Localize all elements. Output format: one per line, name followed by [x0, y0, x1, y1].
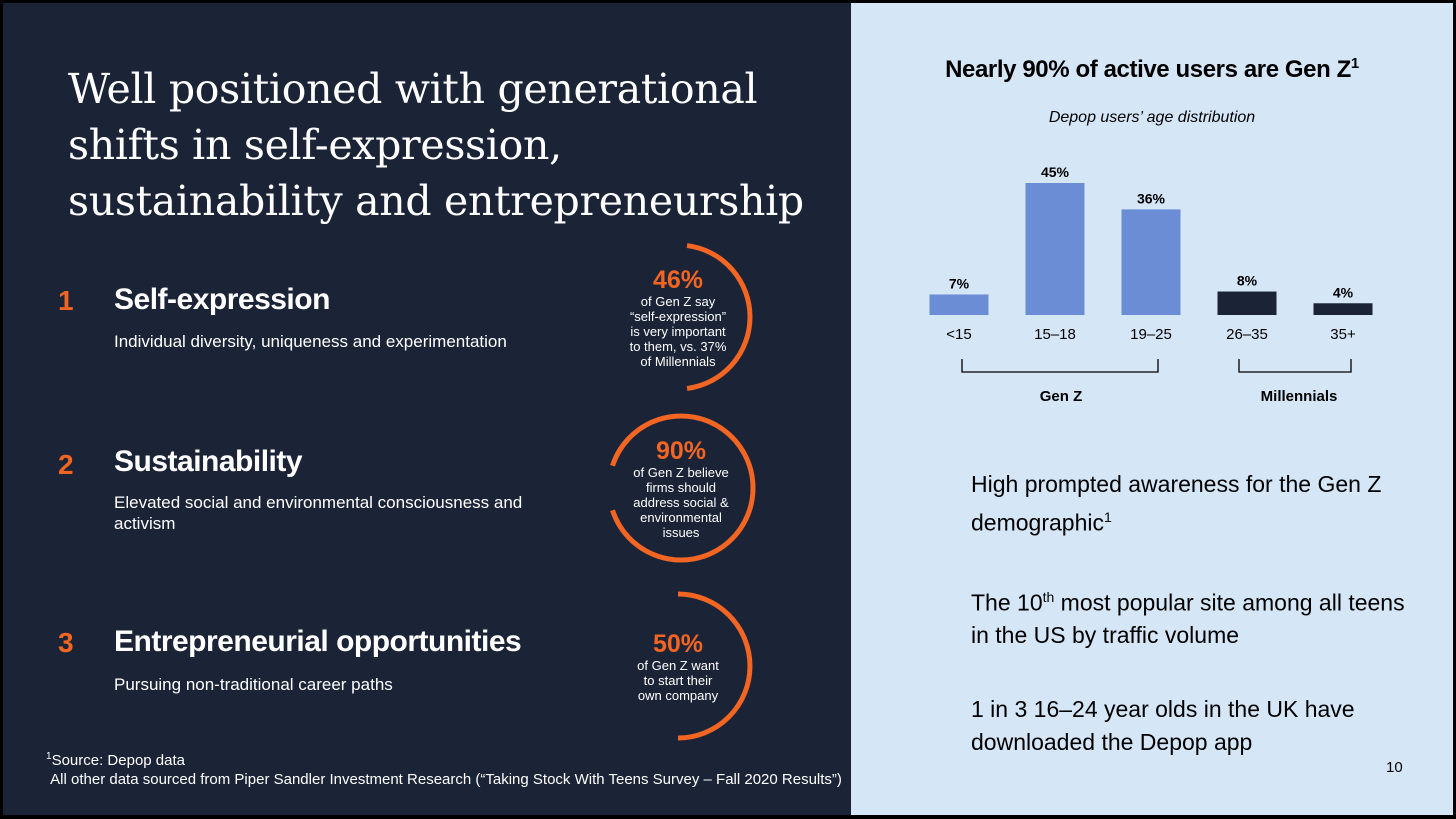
- bar-2: [1121, 209, 1181, 315]
- ring-arc: [610, 413, 756, 563]
- footnote: 1Source: Depop data All other data sourc…: [46, 747, 846, 789]
- ring-arc: [677, 591, 753, 741]
- stats-list: High prompted awareness for the Gen Z de…: [971, 468, 1411, 800]
- category-label: 26–35: [1226, 326, 1268, 343]
- page-number: 10: [1386, 759, 1403, 776]
- group-label: Millennials: [1261, 388, 1338, 405]
- item-heading-entrepreneurial: Entrepreneurial opportunities: [114, 625, 522, 658]
- right-panel: Nearly 90% of active users are Gen Z1 De…: [851, 3, 1453, 815]
- category-label: 35+: [1330, 326, 1356, 343]
- bar-value-label: 8%: [1237, 273, 1258, 289]
- item-desc-sustainability: Elevated social and environmental consci…: [114, 493, 523, 533]
- ring-arc-icon: [677, 591, 753, 741]
- ring-percent: 50%: [652, 629, 704, 658]
- item-number-1: 1: [58, 285, 74, 316]
- item-heading-self-expression: Self-expression: [114, 283, 330, 316]
- age-distribution-chart: 7% <15 45% 15–18 36% 19–25 8% 26–35 4% 35+ Gen Z Mi…: [929, 164, 1373, 405]
- ring-arc-icon: [610, 413, 756, 563]
- bar-value-label: 4%: [1333, 284, 1354, 300]
- bar-value-label: 7%: [949, 275, 970, 291]
- bar-value-label: 36%: [1137, 190, 1166, 206]
- category-label: 15–18: [1034, 326, 1076, 343]
- ring-arc: [686, 243, 753, 391]
- ring-percent: 90%: [655, 436, 707, 465]
- item-desc-entrepreneurial: Pursuing non-traditional career paths: [114, 675, 393, 694]
- ring-caption: of Gen Z say “self-expression” is very i…: [629, 293, 727, 369]
- ring-arc-icon: [686, 243, 753, 391]
- group-label: Gen Z: [1040, 388, 1083, 405]
- footnote-other-sources: All other data sourced from Piper Sandle…: [50, 771, 842, 788]
- category-label: 19–25: [1130, 326, 1172, 343]
- stat-ring-sustainability: 90% of Gen Z believe firms should addres…: [603, 410, 759, 566]
- stat-ring-entrepreneurial: 50% of Gen Z want to start their own com…: [600, 588, 756, 744]
- ring-caption: of Gen Z want to start their own company: [637, 657, 719, 703]
- chart-subtitle: Depop users’ age distribution: [1048, 109, 1256, 126]
- ring-percent: 46%: [652, 265, 704, 294]
- item-desc-self-expression: Individual diversity, uniqueness and exp…: [114, 332, 507, 351]
- item-number-2: 2: [58, 449, 74, 480]
- bar-1: [1025, 183, 1085, 315]
- bar-0: [929, 294, 989, 315]
- category-label: <15: [946, 326, 971, 343]
- group-bracket: [1238, 359, 1352, 373]
- item-number-3: 3: [58, 627, 74, 658]
- footnote-marker: 1: [46, 751, 52, 762]
- group-bracket: [961, 359, 1159, 373]
- left-panel: Well positioned with generational shifts…: [3, 3, 851, 815]
- stat-ring-self-expression: 46% of Gen Z say “self-expression” is ve…: [600, 239, 756, 395]
- stat-uk-downloads: 1 in 3 16–24 year olds in the UK have do…: [971, 696, 1355, 756]
- chart-title: Nearly 90% of active users are Gen Z1: [945, 55, 1359, 83]
- item-heading-sustainability: Sustainability: [114, 445, 303, 478]
- footnote-source: Source: Depop data: [51, 752, 185, 769]
- ring-caption: of Gen Z believe firms should address so…: [633, 464, 729, 540]
- bar-4: [1313, 303, 1373, 315]
- stat-traffic-rank: The 10th most popular site among all tee…: [971, 588, 1405, 649]
- slide-title: Well positioned with generational shifts…: [68, 65, 804, 225]
- bar-value-label: 45%: [1041, 164, 1070, 180]
- bar-3: [1217, 291, 1277, 315]
- stat-awareness: High prompted awareness for the Gen Z de…: [971, 471, 1382, 536]
